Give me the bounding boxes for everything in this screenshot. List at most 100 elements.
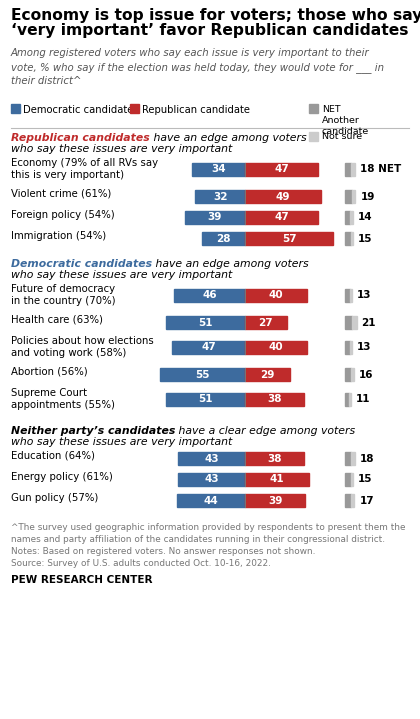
Bar	[350, 211, 353, 224]
Text: 15: 15	[358, 234, 373, 244]
Text: Immigration (54%): Immigration (54%)	[11, 231, 106, 241]
Bar	[166, 393, 245, 406]
Text: Policies about how elections
and voting work (58%): Policies about how elections and voting …	[11, 336, 154, 358]
Bar	[11, 104, 20, 113]
Text: 39: 39	[268, 495, 282, 505]
Text: Economy is top issue for voters; those who say it is: Economy is top issue for voters; those w…	[11, 8, 420, 23]
Bar	[352, 316, 357, 329]
Bar	[351, 368, 354, 381]
Bar	[245, 211, 318, 224]
Text: PEW RESEARCH CENTER: PEW RESEARCH CENTER	[11, 575, 152, 585]
Bar	[174, 289, 245, 302]
Text: 39: 39	[207, 213, 222, 222]
Text: NET
Another
candidate: NET Another candidate	[322, 105, 369, 135]
Text: Democratic candidate: Democratic candidate	[23, 105, 134, 115]
Bar	[345, 473, 351, 486]
Bar	[345, 341, 350, 354]
Text: 19: 19	[360, 191, 375, 201]
Bar	[160, 368, 245, 381]
Bar	[245, 494, 305, 507]
Text: 43: 43	[205, 475, 219, 485]
Text: 11: 11	[356, 395, 370, 405]
Bar	[178, 452, 245, 465]
Bar	[352, 452, 355, 465]
Text: 18 NET: 18 NET	[360, 165, 401, 175]
Text: 44: 44	[204, 495, 218, 505]
Text: Economy (79% of all RVs say
this is very important): Economy (79% of all RVs say this is very…	[11, 158, 158, 180]
Text: Democratic candidates: Democratic candidates	[11, 259, 152, 269]
Text: 51: 51	[198, 395, 213, 405]
Bar	[245, 452, 304, 465]
Bar	[345, 452, 352, 465]
Bar	[345, 163, 352, 176]
Text: 47: 47	[274, 165, 289, 175]
Text: 29: 29	[260, 370, 275, 380]
Bar	[172, 341, 245, 354]
Bar	[177, 494, 245, 507]
Text: Among registered voters who say each issue is very important to their
vote, % wh: Among registered voters who say each iss…	[11, 48, 384, 86]
Text: 49: 49	[276, 191, 290, 201]
Text: 46: 46	[202, 290, 217, 301]
Bar	[345, 368, 351, 381]
Text: 16: 16	[359, 370, 373, 380]
Text: 27: 27	[259, 318, 273, 327]
Bar	[309, 104, 318, 113]
Bar	[245, 163, 318, 176]
Bar	[345, 316, 352, 329]
Text: 57: 57	[282, 234, 297, 244]
Text: 43: 43	[205, 454, 219, 464]
Bar	[351, 232, 353, 245]
Text: 34: 34	[211, 165, 226, 175]
Bar	[245, 341, 307, 354]
Text: 40: 40	[269, 290, 284, 301]
Text: 47: 47	[201, 342, 216, 352]
Text: have an edge among voters: have an edge among voters	[150, 133, 306, 143]
Bar	[350, 289, 352, 302]
Bar	[345, 494, 351, 507]
Text: 13: 13	[357, 290, 372, 301]
Text: 32: 32	[213, 191, 228, 201]
Text: Future of democracy
in the country (70%): Future of democracy in the country (70%)	[11, 284, 116, 306]
Bar	[351, 473, 353, 486]
Text: 41: 41	[270, 475, 284, 485]
Text: 13: 13	[357, 342, 372, 352]
Bar	[130, 104, 139, 113]
Bar	[202, 232, 245, 245]
Text: Gun policy (57%): Gun policy (57%)	[11, 493, 98, 503]
Bar	[345, 190, 352, 203]
Bar	[245, 316, 287, 329]
Bar	[351, 494, 354, 507]
Text: Neither party’s candidates: Neither party’s candidates	[11, 426, 176, 436]
Text: Supreme Court
appointments (55%): Supreme Court appointments (55%)	[11, 388, 115, 411]
Text: who say these issues are very important: who say these issues are very important	[11, 270, 232, 280]
Bar	[195, 190, 245, 203]
Text: ‘very important’ favor Republican candidates: ‘very important’ favor Republican candid…	[11, 23, 409, 38]
Bar	[349, 393, 351, 406]
Text: 51: 51	[198, 318, 213, 327]
Bar	[245, 289, 307, 302]
Text: 55: 55	[195, 370, 210, 380]
Bar	[352, 163, 355, 176]
Text: 14: 14	[358, 213, 372, 222]
Bar	[192, 163, 245, 176]
Text: Not sure: Not sure	[322, 132, 362, 141]
Text: 15: 15	[358, 475, 373, 485]
Text: who say these issues are very important: who say these issues are very important	[11, 144, 232, 154]
Text: 17: 17	[360, 495, 374, 505]
Bar	[178, 473, 245, 486]
Text: 40: 40	[269, 342, 284, 352]
Bar	[245, 190, 321, 203]
Bar	[245, 232, 333, 245]
Text: 21: 21	[362, 318, 376, 327]
Bar	[350, 341, 352, 354]
Bar	[345, 393, 349, 406]
Text: have a clear edge among voters: have a clear edge among voters	[176, 426, 355, 436]
Bar	[345, 232, 351, 245]
Text: Violent crime (61%): Violent crime (61%)	[11, 189, 111, 199]
Bar	[245, 473, 309, 486]
Bar	[309, 132, 318, 141]
Text: 47: 47	[274, 213, 289, 222]
Bar	[352, 190, 355, 203]
Text: 38: 38	[267, 395, 282, 405]
Bar	[345, 211, 350, 224]
